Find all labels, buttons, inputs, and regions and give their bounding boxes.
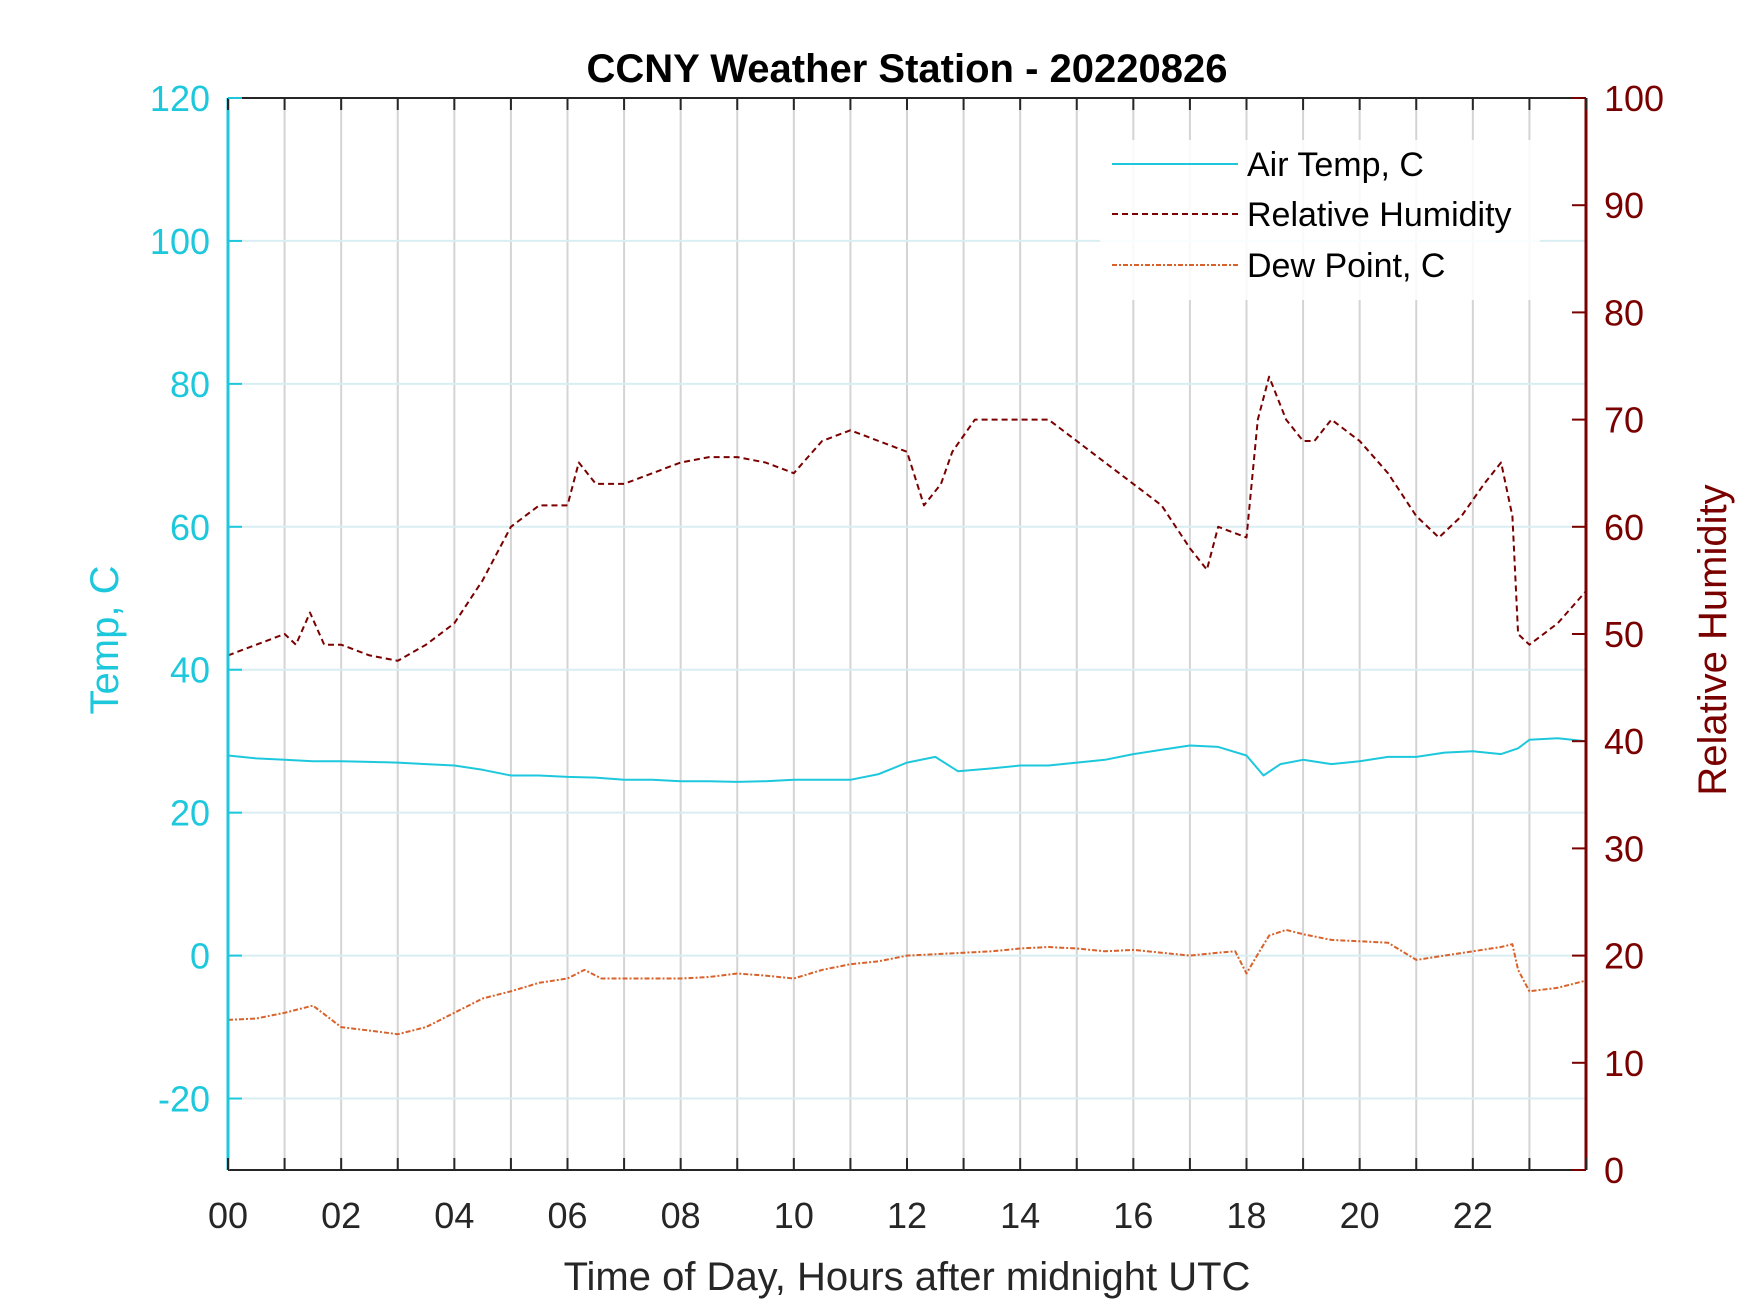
x-tick-label: 12 [887,1195,927,1236]
legend-label-dew-point: Dew Point, C [1247,247,1445,285]
y-left-tick-label: 60 [170,507,210,548]
y-left-tick-label: 40 [170,650,210,691]
y-right-tick-label: 70 [1604,400,1644,441]
legend-box [1100,140,1540,300]
y-right-tick-label: 30 [1604,828,1644,869]
y-right-tick-label: 100 [1604,78,1664,119]
x-tick-label: 06 [547,1195,587,1236]
chart-title: CCNY Weather Station - 20220826 [587,47,1228,91]
x-tick-label: 20 [1340,1195,1380,1236]
y-left-tick-label: 20 [170,793,210,834]
y-right-tick-label: 60 [1604,507,1644,548]
x-tick-label: 02 [321,1195,361,1236]
x-tick-label: 00 [208,1195,248,1236]
legend-label-relative-humidity: Relative Humidity [1247,196,1512,234]
x-axis-title: Time of Day, Hours after midnight UTC [564,1255,1251,1299]
y-right-tick-label: 20 [1604,936,1644,977]
y-left-tick-label: -20 [158,1079,210,1120]
y-axis-left-title: Temp, C [83,566,127,715]
y-left-tick-label: 100 [150,221,210,262]
y-right-tick-label: 90 [1604,185,1644,226]
y-right-tick-label: 50 [1604,614,1644,655]
legend: Air Temp, C Relative Humidity Dew Point,… [1100,140,1540,300]
x-tick-label: 08 [661,1195,701,1236]
series-line-dew-point-c [227,928,1587,1036]
y-left-tick-label: 0 [190,936,210,977]
x-tick-label: 04 [434,1195,474,1236]
y-axis-right-title: Relative Humidity [1691,484,1735,795]
legend-label-air-temp: Air Temp, C [1247,146,1424,184]
series-layer [227,375,1587,1036]
y-right-tick-label: 10 [1604,1043,1644,1084]
y-right-tick-label: 80 [1604,292,1644,333]
y-right-tick-label: 0 [1604,1150,1624,1191]
series-line-air-temp-c [227,737,1587,783]
series-line-relative-humidity [227,375,1587,662]
x-tick-label: 16 [1113,1195,1153,1236]
axes-layer: 00 02 04 06 08 10 12 14 16 18 20 22-200204060801001… [150,78,1664,1236]
grid-layer [228,97,1586,1170]
x-tick-label: 22 [1453,1195,1493,1236]
x-tick-label: 14 [1000,1195,1040,1236]
y-left-tick-label: 80 [170,364,210,405]
x-tick-label: 10 [774,1195,814,1236]
y-left-tick-label: 120 [150,78,210,119]
x-tick-label: 18 [1226,1195,1266,1236]
y-right-tick-label: 40 [1604,721,1644,762]
